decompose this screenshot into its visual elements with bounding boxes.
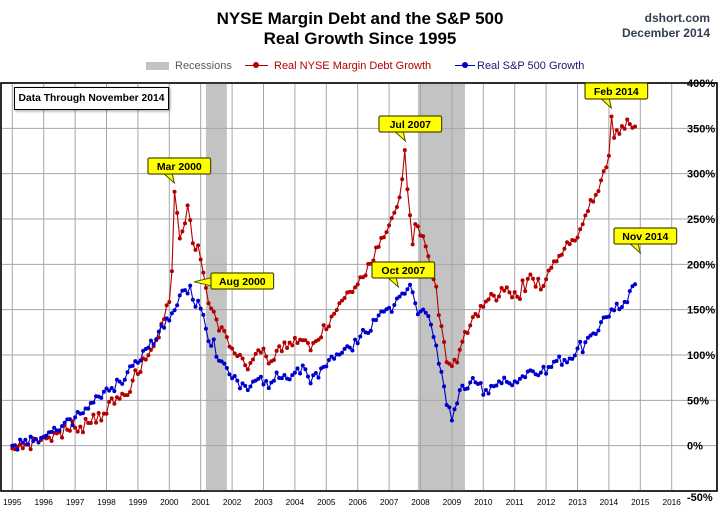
svg-text:Nov 2014: Nov 2014 <box>622 231 668 243</box>
svg-text:Aug 2000: Aug 2000 <box>219 276 266 288</box>
svg-text:2016: 2016 <box>662 497 681 507</box>
svg-text:-50%: -50% <box>687 492 713 504</box>
svg-text:2011: 2011 <box>506 497 524 507</box>
svg-text:Mar 2000: Mar 2000 <box>157 161 202 173</box>
svg-text:2010: 2010 <box>474 497 493 507</box>
svg-text:2006: 2006 <box>348 497 367 507</box>
svg-text:200%: 200% <box>687 259 715 271</box>
svg-text:2007: 2007 <box>380 497 399 507</box>
svg-text:250%: 250% <box>687 214 715 226</box>
svg-text:2002: 2002 <box>223 497 242 507</box>
svg-text:Oct 2007: Oct 2007 <box>381 265 425 277</box>
svg-text:150%: 150% <box>687 305 715 317</box>
svg-text:2013: 2013 <box>568 497 587 507</box>
svg-text:1996: 1996 <box>34 497 53 507</box>
svg-text:2001: 2001 <box>191 497 210 507</box>
svg-text:1998: 1998 <box>97 497 116 507</box>
svg-text:300%: 300% <box>687 169 715 181</box>
svg-text:400%: 400% <box>687 78 715 90</box>
svg-text:Jul 2007: Jul 2007 <box>389 119 431 131</box>
svg-text:1995: 1995 <box>3 497 22 507</box>
svg-text:1997: 1997 <box>66 497 85 507</box>
svg-text:100%: 100% <box>687 350 715 362</box>
svg-text:2009: 2009 <box>443 497 462 507</box>
svg-text:2008: 2008 <box>411 497 430 507</box>
svg-text:2003: 2003 <box>254 497 273 507</box>
svg-text:50%: 50% <box>687 395 709 407</box>
svg-text:2014: 2014 <box>600 497 619 507</box>
svg-text:350%: 350% <box>687 123 715 135</box>
svg-text:2015: 2015 <box>631 497 650 507</box>
svg-text:2004: 2004 <box>286 497 305 507</box>
svg-text:Feb 2014: Feb 2014 <box>594 86 639 98</box>
svg-text:2000: 2000 <box>160 497 179 507</box>
svg-text:1999: 1999 <box>129 497 148 507</box>
svg-text:2005: 2005 <box>317 497 336 507</box>
svg-text:0%: 0% <box>687 441 703 453</box>
svg-text:2012: 2012 <box>537 497 556 507</box>
